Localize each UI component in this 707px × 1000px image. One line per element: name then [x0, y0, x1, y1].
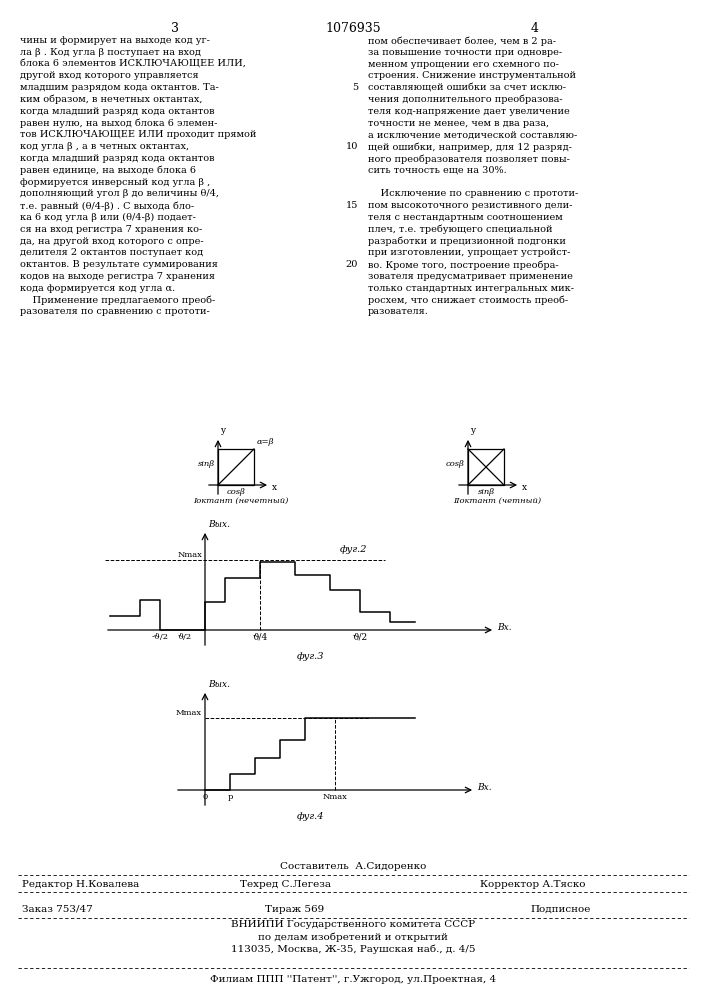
Text: 15: 15 [346, 201, 358, 210]
Text: x: x [272, 483, 277, 491]
Text: 5: 5 [352, 83, 358, 92]
Text: Подписное: Подписное [530, 905, 590, 914]
Text: Nmax: Nmax [177, 551, 202, 559]
Text: IIоктант (четный): IIоктант (четный) [453, 497, 541, 505]
Text: только стандартных интегральных мик-: только стандартных интегральных мик- [368, 284, 574, 293]
Text: пом высокоточного резистивного дели-: пом высокоточного резистивного дели- [368, 201, 573, 210]
Text: дополняющий угол β до величины θ/4,: дополняющий угол β до величины θ/4, [20, 189, 219, 198]
Text: ного преобразователя позволяет повы-: ного преобразователя позволяет повы- [368, 154, 570, 163]
Text: сить точность еще на 30%.: сить точность еще на 30%. [368, 166, 507, 175]
Text: Составитель  А.Сидоренко: Составитель А.Сидоренко [280, 862, 426, 871]
Text: фуг.4: фуг.4 [296, 812, 324, 821]
Text: во. Кроме того, построение преобра-: во. Кроме того, построение преобра- [368, 260, 559, 270]
Text: росхем, что снижает стоимость преоб-: росхем, что снижает стоимость преоб- [368, 296, 568, 305]
Text: ка 6 код угла β или (θ/4-β) подает-: ка 6 код угла β или (θ/4-β) подает- [20, 213, 196, 222]
Text: Заказ 753/47: Заказ 753/47 [22, 905, 93, 914]
Text: по делам изобретений и открытий: по делам изобретений и открытий [258, 932, 448, 942]
Text: а исключение методической составляю-: а исключение методической составляю- [368, 130, 577, 139]
Text: при изготовлении, упрощает устройст-: при изготовлении, упрощает устройст- [368, 248, 571, 257]
Text: ла β . Код угла β поступает на вход: ла β . Код угла β поступает на вход [20, 48, 201, 57]
Text: равен нулю, на выход блока 6 элемен-: равен нулю, на выход блока 6 элемен- [20, 119, 217, 128]
Text: когда младший разряд кода октантов: когда младший разряд кода октантов [20, 107, 214, 116]
Text: Исключение по сравнению с прототи-: Исключение по сравнению с прототи- [368, 189, 578, 198]
Text: чения дополнительного преобразова-: чения дополнительного преобразова- [368, 95, 563, 104]
Text: разователя.: разователя. [368, 307, 429, 316]
Text: 10: 10 [346, 142, 358, 151]
Text: плеч, т.е. требующего специальной: плеч, т.е. требующего специальной [368, 225, 552, 234]
Text: Применение предлагаемого преоб-: Применение предлагаемого преоб- [20, 296, 215, 305]
Text: пом обеспечивает более, чем в 2 ра-: пом обеспечивает более, чем в 2 ра- [368, 36, 556, 45]
Text: фуг.3: фуг.3 [296, 652, 324, 661]
Text: Корректор А.Тяско: Корректор А.Тяско [480, 880, 585, 889]
Text: точности не менее, чем в два раза,: точности не менее, чем в два раза, [368, 119, 549, 128]
Text: ся на вход регистра 7 хранения ко-: ся на вход регистра 7 хранения ко- [20, 225, 202, 234]
Text: ким образом, в нечетных октантах,: ким образом, в нечетных октантах, [20, 95, 202, 104]
Text: код угла β , а в четных октантах,: код угла β , а в четных октантах, [20, 142, 189, 151]
Text: 1076935: 1076935 [325, 22, 381, 35]
Text: -ϑ/2: -ϑ/2 [151, 633, 168, 641]
Text: зователя предусматривает применение: зователя предусматривает применение [368, 272, 573, 281]
Text: ϑ/4: ϑ/4 [252, 632, 268, 641]
Text: Mmax: Mmax [176, 709, 202, 717]
Text: ϑ/2: ϑ/2 [178, 633, 192, 641]
Text: sinβ: sinβ [198, 460, 215, 468]
Text: да, на другой вход которого с опре-: да, на другой вход которого с опре- [20, 237, 204, 246]
Text: 20: 20 [346, 260, 358, 269]
Text: теля код-напряжение дает увеличение: теля код-напряжение дает увеличение [368, 107, 570, 116]
Text: кодов на выходе регистра 7 хранения: кодов на выходе регистра 7 хранения [20, 272, 215, 281]
Text: 4: 4 [531, 22, 539, 35]
Text: Bx.: Bx. [477, 784, 491, 792]
Text: x: x [522, 483, 527, 491]
Text: кода формируется код угла α.: кода формируется код угла α. [20, 284, 175, 293]
Text: равен единице, на выходе блока 6: равен единице, на выходе блока 6 [20, 166, 196, 175]
Text: y: y [470, 426, 475, 435]
Text: Техред С.Легеза: Техред С.Легеза [240, 880, 331, 889]
Text: 0: 0 [202, 793, 208, 801]
Text: формируется инверсный код угла β ,: формируется инверсный код угла β , [20, 178, 210, 187]
Text: строения. Снижение инструментальной: строения. Снижение инструментальной [368, 71, 576, 80]
Text: делителя 2 октантов поступает код: делителя 2 октантов поступает код [20, 248, 203, 257]
Text: p: p [228, 793, 233, 801]
Text: чины и формирует на выходе код уг-: чины и формирует на выходе код уг- [20, 36, 210, 45]
Text: Iоктант (нечетный): Iоктант (нечетный) [193, 497, 288, 505]
Text: Bых.: Bых. [208, 520, 230, 529]
Text: Bых.: Bых. [208, 680, 230, 689]
Text: sinβ: sinβ [477, 488, 495, 496]
Text: 113035, Москва, Ж-35, Раушская наб., д. 4/5: 113035, Москва, Ж-35, Раушская наб., д. … [230, 944, 475, 954]
Text: т.е. равный (θ/4-β) . С выхода бло-: т.е. равный (θ/4-β) . С выхода бло- [20, 201, 194, 211]
Text: блока 6 элементов ИСКЛЮЧАЮЩЕЕ ИЛИ,: блока 6 элементов ИСКЛЮЧАЮЩЕЕ ИЛИ, [20, 60, 246, 69]
Text: за повышение точности при одновре-: за повышение точности при одновре- [368, 48, 562, 57]
Text: тов ИСКЛЮЧАЮЩЕЕ ИЛИ проходит прямой: тов ИСКЛЮЧАЮЩЕЕ ИЛИ проходит прямой [20, 130, 257, 139]
Text: Тираж 569: Тираж 569 [265, 905, 325, 914]
Text: ВНИИПИ Государственного комитета СССР: ВНИИПИ Государственного комитета СССР [231, 920, 475, 929]
Text: 3: 3 [171, 22, 179, 35]
Text: менном упрощении его схемного по-: менном упрощении его схемного по- [368, 60, 559, 69]
Text: разователя по сравнению с прототи-: разователя по сравнению с прототи- [20, 307, 210, 316]
Text: ϑ/2: ϑ/2 [352, 632, 368, 641]
Text: октантов. В результате суммирования: октантов. В результате суммирования [20, 260, 218, 269]
Text: щей ошибки, например, для 12 разряд-: щей ошибки, например, для 12 разряд- [368, 142, 572, 152]
Text: другой вход которого управляется: другой вход которого управляется [20, 71, 199, 80]
Text: разработки и прецизионной подгонки: разработки и прецизионной подгонки [368, 237, 566, 246]
Text: cosβ: cosβ [446, 460, 465, 468]
Text: Редактор Н.Ковалева: Редактор Н.Ковалева [22, 880, 139, 889]
Text: Nmax: Nmax [322, 793, 347, 801]
Text: когда младший разряд кода октантов: когда младший разряд кода октантов [20, 154, 214, 163]
Text: теля с нестандартным соотношением: теля с нестандартным соотношением [368, 213, 563, 222]
Text: y: y [220, 426, 225, 435]
Text: младшим разрядом кода октантов. Та-: младшим разрядом кода октантов. Та- [20, 83, 218, 92]
Text: фуг.2: фуг.2 [339, 545, 367, 554]
Text: Филиам ППП ''Патент'', г.Ужгород, ул.Проектная, 4: Филиам ППП ''Патент'', г.Ужгород, ул.Про… [210, 975, 496, 984]
Text: α=β: α=β [257, 438, 274, 446]
Text: cosβ: cosβ [226, 488, 245, 496]
Text: составляющей ошибки за счет исклю-: составляющей ошибки за счет исклю- [368, 83, 566, 92]
Text: Bx.: Bx. [497, 624, 512, 633]
